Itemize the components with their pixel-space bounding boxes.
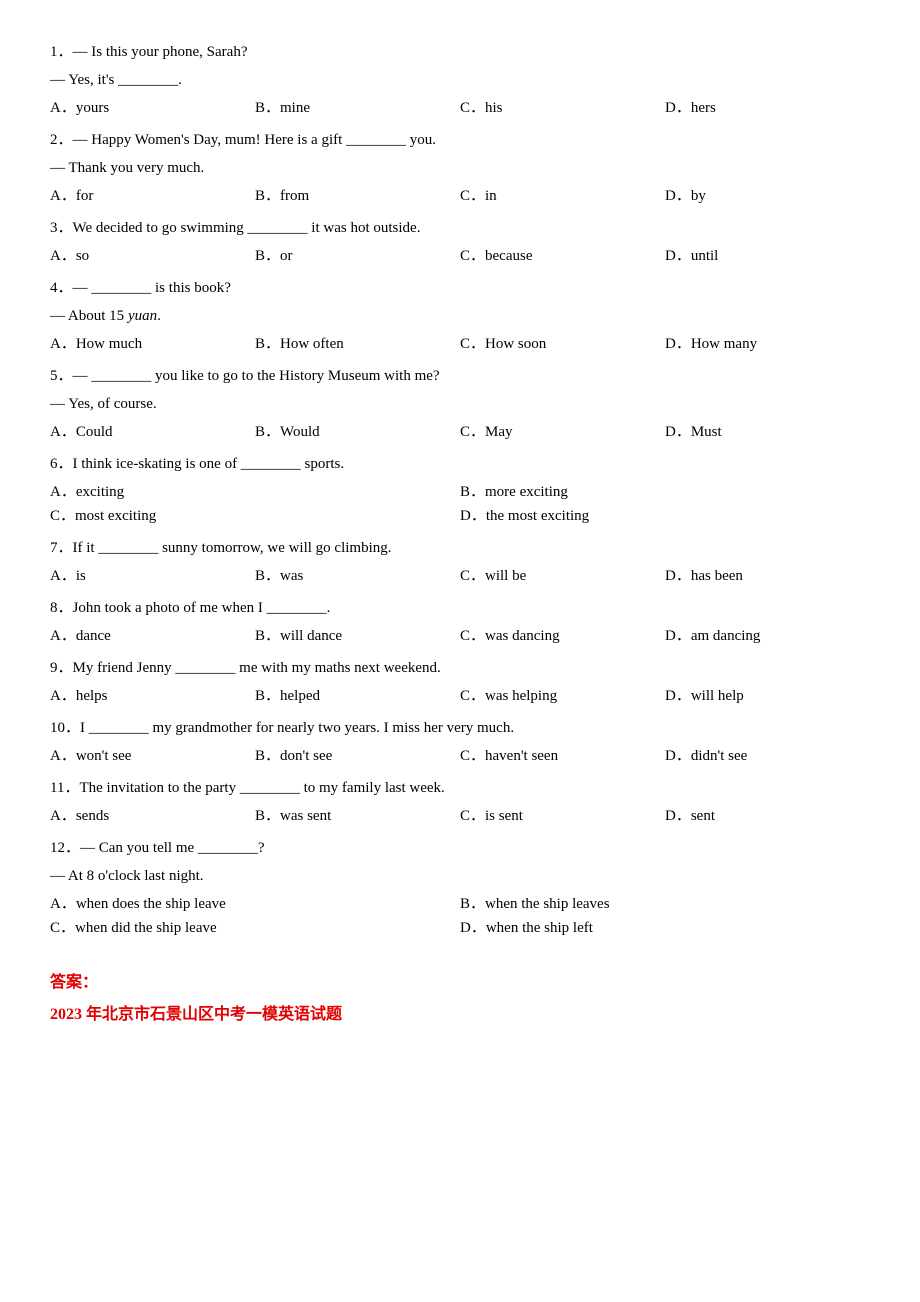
options-row: A．sendsB．was sentC．is sentD．sent — [50, 804, 870, 828]
question-number: 3． — [50, 220, 73, 236]
answer-heading: 答案： — [50, 970, 870, 996]
question-number: 8． — [50, 600, 73, 616]
option: A．when does the ship leave — [50, 892, 460, 916]
question-line: 11．The invitation to the party ________ … — [50, 776, 870, 800]
option: D．Must — [665, 420, 870, 444]
option: D．when the ship left — [460, 916, 870, 940]
option: D．How many — [665, 332, 870, 356]
question-line: 3．We decided to go swimming ________ it … — [50, 216, 870, 240]
question-line: 10．I ________ my grandmother for nearly … — [50, 716, 870, 740]
option: C．was helping — [460, 684, 665, 708]
option: B．will dance — [255, 624, 460, 648]
option: B．Would — [255, 420, 460, 444]
question-continuation: — At 8 o'clock last night. — [50, 864, 870, 888]
option: A．yours — [50, 96, 255, 120]
options-row: A．CouldB．WouldC．MayD．Must — [50, 420, 870, 444]
option: C．How soon — [460, 332, 665, 356]
option: D．has been — [665, 564, 870, 588]
option: B．helped — [255, 684, 460, 708]
option: D．am dancing — [665, 624, 870, 648]
question-line: 1．— Is this your phone, Sarah? — [50, 40, 870, 64]
options-row: A．How muchB．How oftenC．How soonD．How man… — [50, 332, 870, 356]
options-row: A．when does the ship leaveB．when the shi… — [50, 892, 870, 940]
option: A．dance — [50, 624, 255, 648]
options-row: A．soB．orC．becauseD．until — [50, 244, 870, 268]
option: A．sends — [50, 804, 255, 828]
option: D．didn't see — [665, 744, 870, 768]
option: A．for — [50, 184, 255, 208]
option: B．more exciting — [460, 480, 870, 504]
options-row: A．forB．fromC．inD．by — [50, 184, 870, 208]
option: A．How much — [50, 332, 255, 356]
options-row: A．yoursB．mineC．hisD．hers — [50, 96, 870, 120]
option: B．mine — [255, 96, 460, 120]
option: A．exciting — [50, 480, 460, 504]
questions-container: 1．— Is this your phone, Sarah? — Yes, it'… — [50, 40, 870, 940]
option: C．because — [460, 244, 665, 268]
options-row: A．excitingB．more excitingC．most exciting… — [50, 480, 870, 528]
question-continuation: — Yes, it's ________. — [50, 68, 870, 92]
question-number: 7． — [50, 540, 73, 556]
question-line: 6．I think ice-skating is one of ________… — [50, 452, 870, 476]
question-number: 4． — [50, 280, 73, 296]
option: D．will help — [665, 684, 870, 708]
exam-subtitle: 2023 年北京市石景山区中考一模英语试题 — [50, 1002, 870, 1028]
question-line: 2．— Happy Women's Day, mum! Here is a gi… — [50, 128, 870, 152]
option: C．will be — [460, 564, 665, 588]
question-line: 12．— Can you tell me ________? — [50, 836, 870, 860]
question-number: 11． — [50, 780, 79, 796]
question-number: 12． — [50, 840, 80, 856]
option: B．don't see — [255, 744, 460, 768]
option: A．won't see — [50, 744, 255, 768]
option: D．by — [665, 184, 870, 208]
option: D．hers — [665, 96, 870, 120]
options-row: A．danceB．will danceC．was dancingD．am dan… — [50, 624, 870, 648]
question-continuation: — Thank you very much. — [50, 156, 870, 180]
option: B．when the ship leaves — [460, 892, 870, 916]
question-line: 7．If it ________ sunny tomorrow, we will… — [50, 536, 870, 560]
option: A．Could — [50, 420, 255, 444]
options-row: A．helpsB．helpedC．was helpingD．will help — [50, 684, 870, 708]
option: B．was sent — [255, 804, 460, 828]
question-continuation: — About 15 yuan. — [50, 304, 870, 328]
option: A．is — [50, 564, 255, 588]
option: D．the most exciting — [460, 504, 870, 528]
option: C．his — [460, 96, 665, 120]
option: C．when did the ship leave — [50, 916, 460, 940]
question-number: 9． — [50, 660, 73, 676]
question-number: 10． — [50, 720, 80, 736]
question-line: 9．My friend Jenny ________ me with my ma… — [50, 656, 870, 680]
question-continuation: — Yes, of course. — [50, 392, 870, 416]
question-number: 2． — [50, 132, 73, 148]
question-line: 5．— ________ you like to go to the Histo… — [50, 364, 870, 388]
question-line: 8．John took a photo of me when I _______… — [50, 596, 870, 620]
option: A．so — [50, 244, 255, 268]
option: C．in — [460, 184, 665, 208]
question-number: 5． — [50, 368, 73, 384]
option: D．sent — [665, 804, 870, 828]
question-number: 6． — [50, 456, 73, 472]
question-number: 1． — [50, 44, 73, 60]
question-line: 4．— ________ is this book? — [50, 276, 870, 300]
option: C．May — [460, 420, 665, 444]
option: B．How often — [255, 332, 460, 356]
option: C．was dancing — [460, 624, 665, 648]
option: D．until — [665, 244, 870, 268]
option: C．most exciting — [50, 504, 460, 528]
options-row: A．won't seeB．don't seeC．haven't seenD．di… — [50, 744, 870, 768]
option: B．was — [255, 564, 460, 588]
option: A．helps — [50, 684, 255, 708]
options-row: A．isB．wasC．will beD．has been — [50, 564, 870, 588]
option: C．haven't seen — [460, 744, 665, 768]
option: C．is sent — [460, 804, 665, 828]
option: B．or — [255, 244, 460, 268]
option: B．from — [255, 184, 460, 208]
